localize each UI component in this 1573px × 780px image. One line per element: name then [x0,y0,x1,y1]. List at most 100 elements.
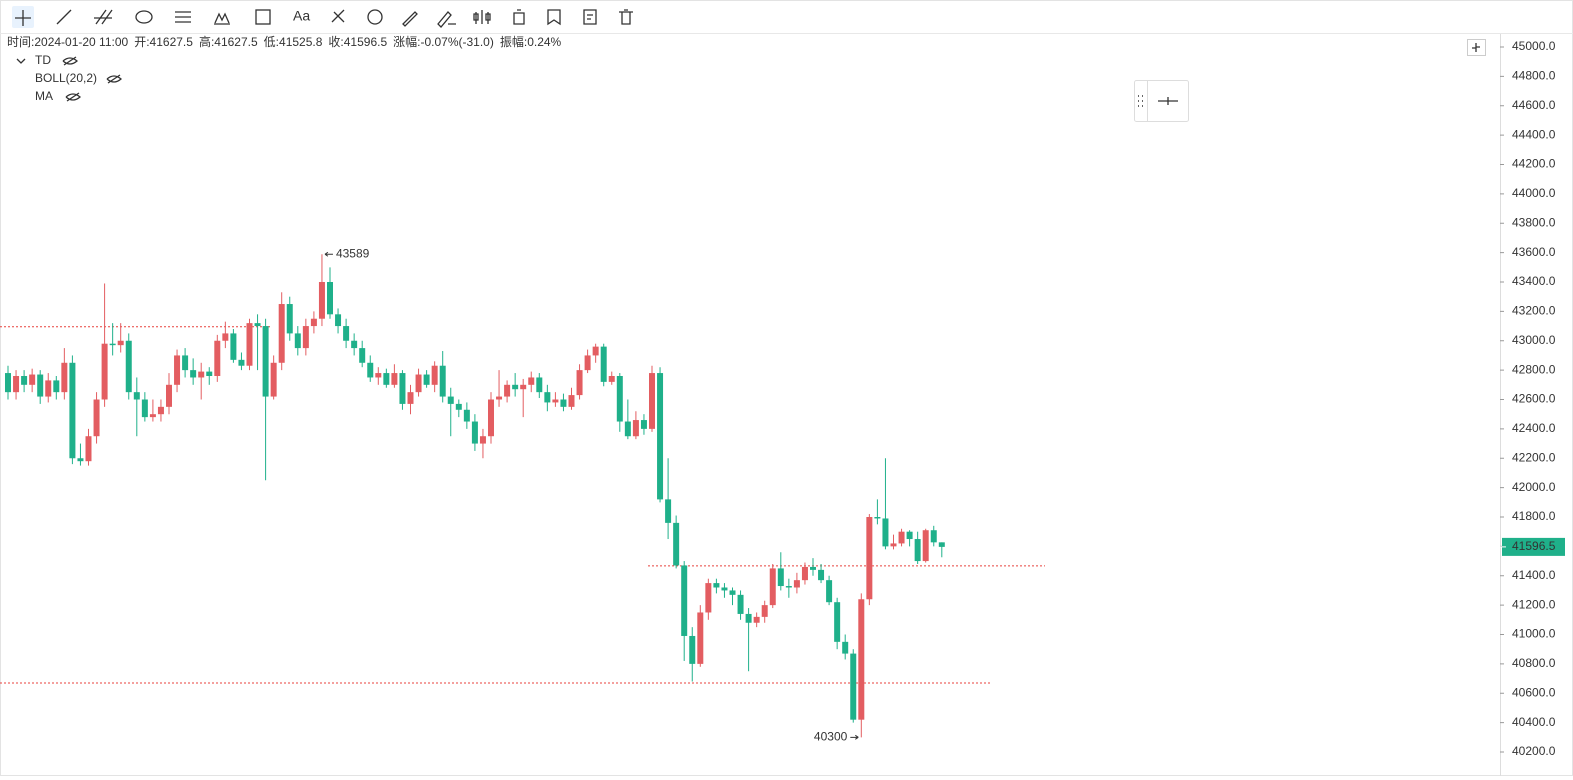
info-label: 高: [199,34,214,49]
candle-body [520,384,527,390]
candle-body [455,403,462,410]
candle-body [149,414,156,418]
fib-tool[interactable] [175,11,191,23]
lock-tool[interactable] [513,9,525,25]
candle-body [101,343,108,400]
info-value: 2024-01-20 11:00 [34,35,128,49]
candle-body [665,499,672,523]
candle-body [584,355,591,371]
candle-body [141,399,148,418]
candle-body [729,590,736,595]
candle-body [906,531,913,540]
candle-body [375,373,382,378]
hide-icon[interactable] [65,92,81,102]
candle-body [246,323,253,366]
y-tick-label: 41400.0 [1512,568,1556,582]
line-tool[interactable] [56,9,72,25]
bookmark-tool[interactable] [547,9,561,26]
channel-tool[interactable] [94,9,113,25]
y-tick-label: 43600.0 [1512,245,1556,259]
wave-tool[interactable] [214,12,230,25]
candle-body [190,370,197,378]
cross-icon [15,10,31,26]
candle-body [874,517,881,519]
delete-tool[interactable] [619,9,633,25]
candle-body [222,333,229,341]
candle-body [777,568,784,587]
y-tick-label: 43000.0 [1512,333,1556,347]
candle-body [753,616,760,623]
text-tool[interactable]: Aa [293,8,310,24]
candle-body [600,346,607,382]
candle-body [93,399,100,437]
candle-body [681,565,688,636]
candle-body [69,362,76,459]
candle-body [616,376,623,422]
candle-body [117,340,124,346]
candle-body [230,333,237,360]
candle-body [21,376,28,385]
y-tick-label: 42200.0 [1512,450,1556,464]
drag-handle[interactable] [1138,95,1143,107]
y-tick-label: 42000.0 [1512,480,1556,494]
y-tick-label: 44800.0 [1512,69,1556,83]
widget-tool[interactable] [1158,97,1178,105]
y-tick-label: 40200.0 [1512,744,1556,758]
candle-body [850,653,857,720]
collapse-icon[interactable] [16,58,26,64]
candle-body [286,304,293,334]
candle-tool[interactable] [473,10,491,24]
y-tick-label: 43800.0 [1512,215,1556,229]
candle-body [206,371,213,376]
candle-body [198,371,205,378]
candle-body [938,542,945,547]
candle-body [632,420,639,437]
candle-body [721,587,728,591]
candle-body [182,355,189,371]
info-value: 41525.8 [279,35,323,49]
rect-tool[interactable] [255,9,271,25]
candle-body [238,359,245,366]
candle-body [488,399,494,437]
y-tick-label: 44400.0 [1512,127,1556,141]
high-label: 43589 [336,246,370,260]
candle-body [624,421,631,437]
pen-tool[interactable] [437,11,456,28]
indicator-name: MA [35,89,53,103]
candle-body [842,641,849,654]
hide-icon[interactable] [62,56,78,66]
note-tool[interactable] [583,9,597,25]
ellipse-tool[interactable] [135,10,153,24]
candle-body [649,373,655,429]
candle-body [310,318,317,327]
current-price: 41596.5 [1512,539,1556,553]
toolbar: Aa [12,6,633,28]
candle-body [407,392,414,404]
candle-body [793,580,800,588]
y-tick-label: 44000.0 [1512,186,1556,200]
candle-body [85,436,92,462]
hide-icon[interactable] [106,74,122,84]
y-tick-label: 44600.0 [1512,98,1556,112]
tool-orange-1[interactable] [331,9,345,23]
expand-icon [1472,43,1480,52]
tool-orange-2[interactable] [367,9,383,25]
candle-body [471,421,478,444]
candle-body [399,373,406,404]
info-value: 0.24% [527,35,561,49]
candle-body [61,362,68,393]
candle-body [343,326,350,341]
candle-body [761,605,768,617]
y-tick-label: 42600.0 [1512,392,1556,406]
candle-body [439,365,446,397]
candle-body [294,333,301,349]
candle-body [5,373,11,393]
ruler-tool[interactable] [402,11,418,27]
candle-body [834,602,841,642]
y-tick-label: 40400.0 [1512,715,1556,729]
price-tag [1502,537,1565,556]
candle-body [415,374,422,393]
candle-body [278,304,285,363]
info-label: 收: [328,35,343,49]
candle-body [479,436,486,444]
